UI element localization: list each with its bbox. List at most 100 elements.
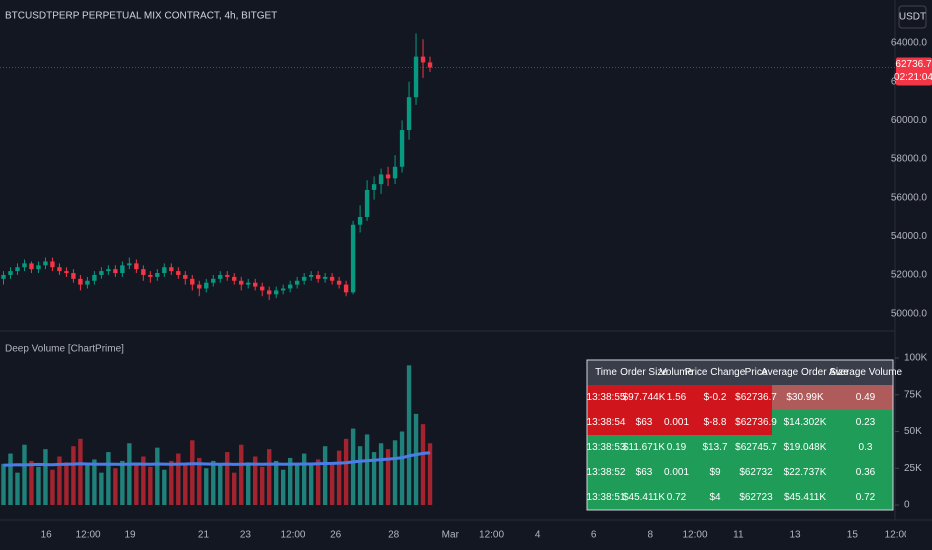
- y-tick-label: 56000.0: [891, 192, 928, 203]
- candle-body: [260, 286, 265, 291]
- table-header: Volume: [660, 367, 694, 378]
- volume-bar: [378, 443, 384, 505]
- volume-bar: [204, 468, 209, 505]
- table-cell: $-0.2: [704, 392, 727, 403]
- volume-bar: [260, 466, 265, 505]
- volume-bar: [266, 449, 272, 505]
- table-row-bg: [587, 410, 772, 435]
- volume-bar: [113, 468, 118, 505]
- candle-body: [176, 271, 181, 275]
- volume-bar: [8, 453, 13, 505]
- table-average-bg: [772, 410, 893, 435]
- candle-body: [127, 263, 132, 266]
- x-tick-label: 21: [198, 530, 210, 541]
- table-cell: 0.23: [856, 417, 876, 428]
- candle-body: [8, 271, 13, 275]
- table-border: [586, 359, 894, 511]
- y-tick-label: 52000.0: [891, 270, 928, 281]
- candle-body: [322, 276, 328, 279]
- candle-body: [57, 267, 62, 272]
- y-tick-label: 50K: [904, 426, 922, 437]
- table-cell: 0.72: [667, 492, 687, 503]
- candle-body: [357, 216, 363, 225]
- x-tick-label: 8: [647, 530, 653, 541]
- table-row-bg: [587, 460, 772, 485]
- table-header: Average Order Size: [761, 367, 849, 378]
- volume-bar: [162, 469, 167, 505]
- volume-bar: [246, 462, 251, 505]
- volume-bar: [218, 465, 223, 505]
- table-row-bg: [587, 435, 772, 460]
- table-cell: 13:38:54: [587, 417, 626, 428]
- candle-body: [378, 174, 384, 185]
- volume-bar: [134, 463, 139, 505]
- y-tick-label: 54000.0: [891, 231, 928, 242]
- volume-bar: [399, 431, 405, 505]
- currency-label[interactable]: USDT: [899, 12, 926, 23]
- volume-bar: [155, 447, 160, 505]
- volume-bar: [280, 469, 286, 505]
- candle-body: [211, 278, 216, 283]
- x-tick-label: 16: [41, 530, 53, 541]
- table-cell: $63: [636, 417, 653, 428]
- table-row-bg: [587, 385, 772, 410]
- volume-bar: [127, 443, 132, 505]
- volume-bar: [225, 452, 230, 505]
- candle-body: [246, 282, 251, 285]
- x-tick-label: 11: [733, 530, 744, 541]
- table-cell: 13:38:55: [587, 392, 626, 403]
- table-cell: $11.671K: [623, 442, 665, 453]
- table-average-bg: [772, 485, 893, 510]
- candle-body: [43, 261, 48, 266]
- table-cell: $45.411K: [784, 492, 826, 503]
- candle-body: [71, 273, 76, 279]
- x-tick-label: 12:00: [76, 530, 101, 541]
- table-cell: 13:38:52: [587, 467, 626, 478]
- candle-body: [92, 274, 97, 281]
- table-cell: $62732: [739, 467, 773, 478]
- candle-body: [162, 267, 167, 274]
- candle-body: [364, 189, 370, 217]
- candle-body: [399, 130, 405, 167]
- time-axis: 16 12:00 19 21 23 12:00 26 28 Mar 12:00 4 6 8 12:00 11…: [41, 530, 906, 541]
- y-tick-label: 25K: [904, 463, 922, 474]
- x-tick-label: 19: [124, 530, 136, 541]
- candle-body: [392, 166, 398, 179]
- volume-bar: [315, 459, 321, 505]
- table-header: Time: [595, 367, 617, 378]
- y-tick-label: 50000.0: [891, 308, 928, 319]
- volume-bar: [22, 444, 27, 505]
- candle-body: [36, 265, 41, 270]
- volume-average-line: [3, 451, 431, 467]
- table-cell: $14.302K: [784, 417, 827, 428]
- candle-body: [420, 56, 426, 63]
- y-tick-label: 58000.0: [891, 154, 928, 165]
- volume-bar: [322, 446, 328, 505]
- candle-body: [350, 224, 356, 293]
- volume-bar: [273, 460, 279, 505]
- volume-bar: [406, 365, 412, 505]
- table-cell: $62745.7: [735, 442, 777, 453]
- volume-bar: [141, 456, 146, 505]
- candle-body: [427, 62, 433, 68]
- candle-body: [106, 269, 111, 272]
- candle-body: [266, 290, 272, 295]
- candle-body: [134, 263, 139, 270]
- price-tag-value: 62736.7: [895, 59, 932, 70]
- candle-body: [78, 278, 83, 285]
- table-cell: $30.99K: [786, 392, 824, 403]
- volume-bar: [343, 438, 349, 505]
- volume-bar: [15, 472, 20, 505]
- volume-bar: [190, 440, 195, 505]
- candle-body: [190, 278, 195, 285]
- x-tick-label: 26: [330, 530, 342, 541]
- x-tick-label: 12:00: [683, 530, 708, 541]
- table-cell: $63: [636, 467, 653, 478]
- candle-body: [336, 280, 342, 285]
- currency-button[interactable]: [898, 5, 927, 29]
- volume-bar: [120, 460, 125, 505]
- candle-body: [85, 280, 90, 285]
- table-cell: 1.56: [667, 392, 687, 403]
- x-tick-label: 12:00: [479, 530, 504, 541]
- table-cell: $22.737K: [784, 467, 827, 478]
